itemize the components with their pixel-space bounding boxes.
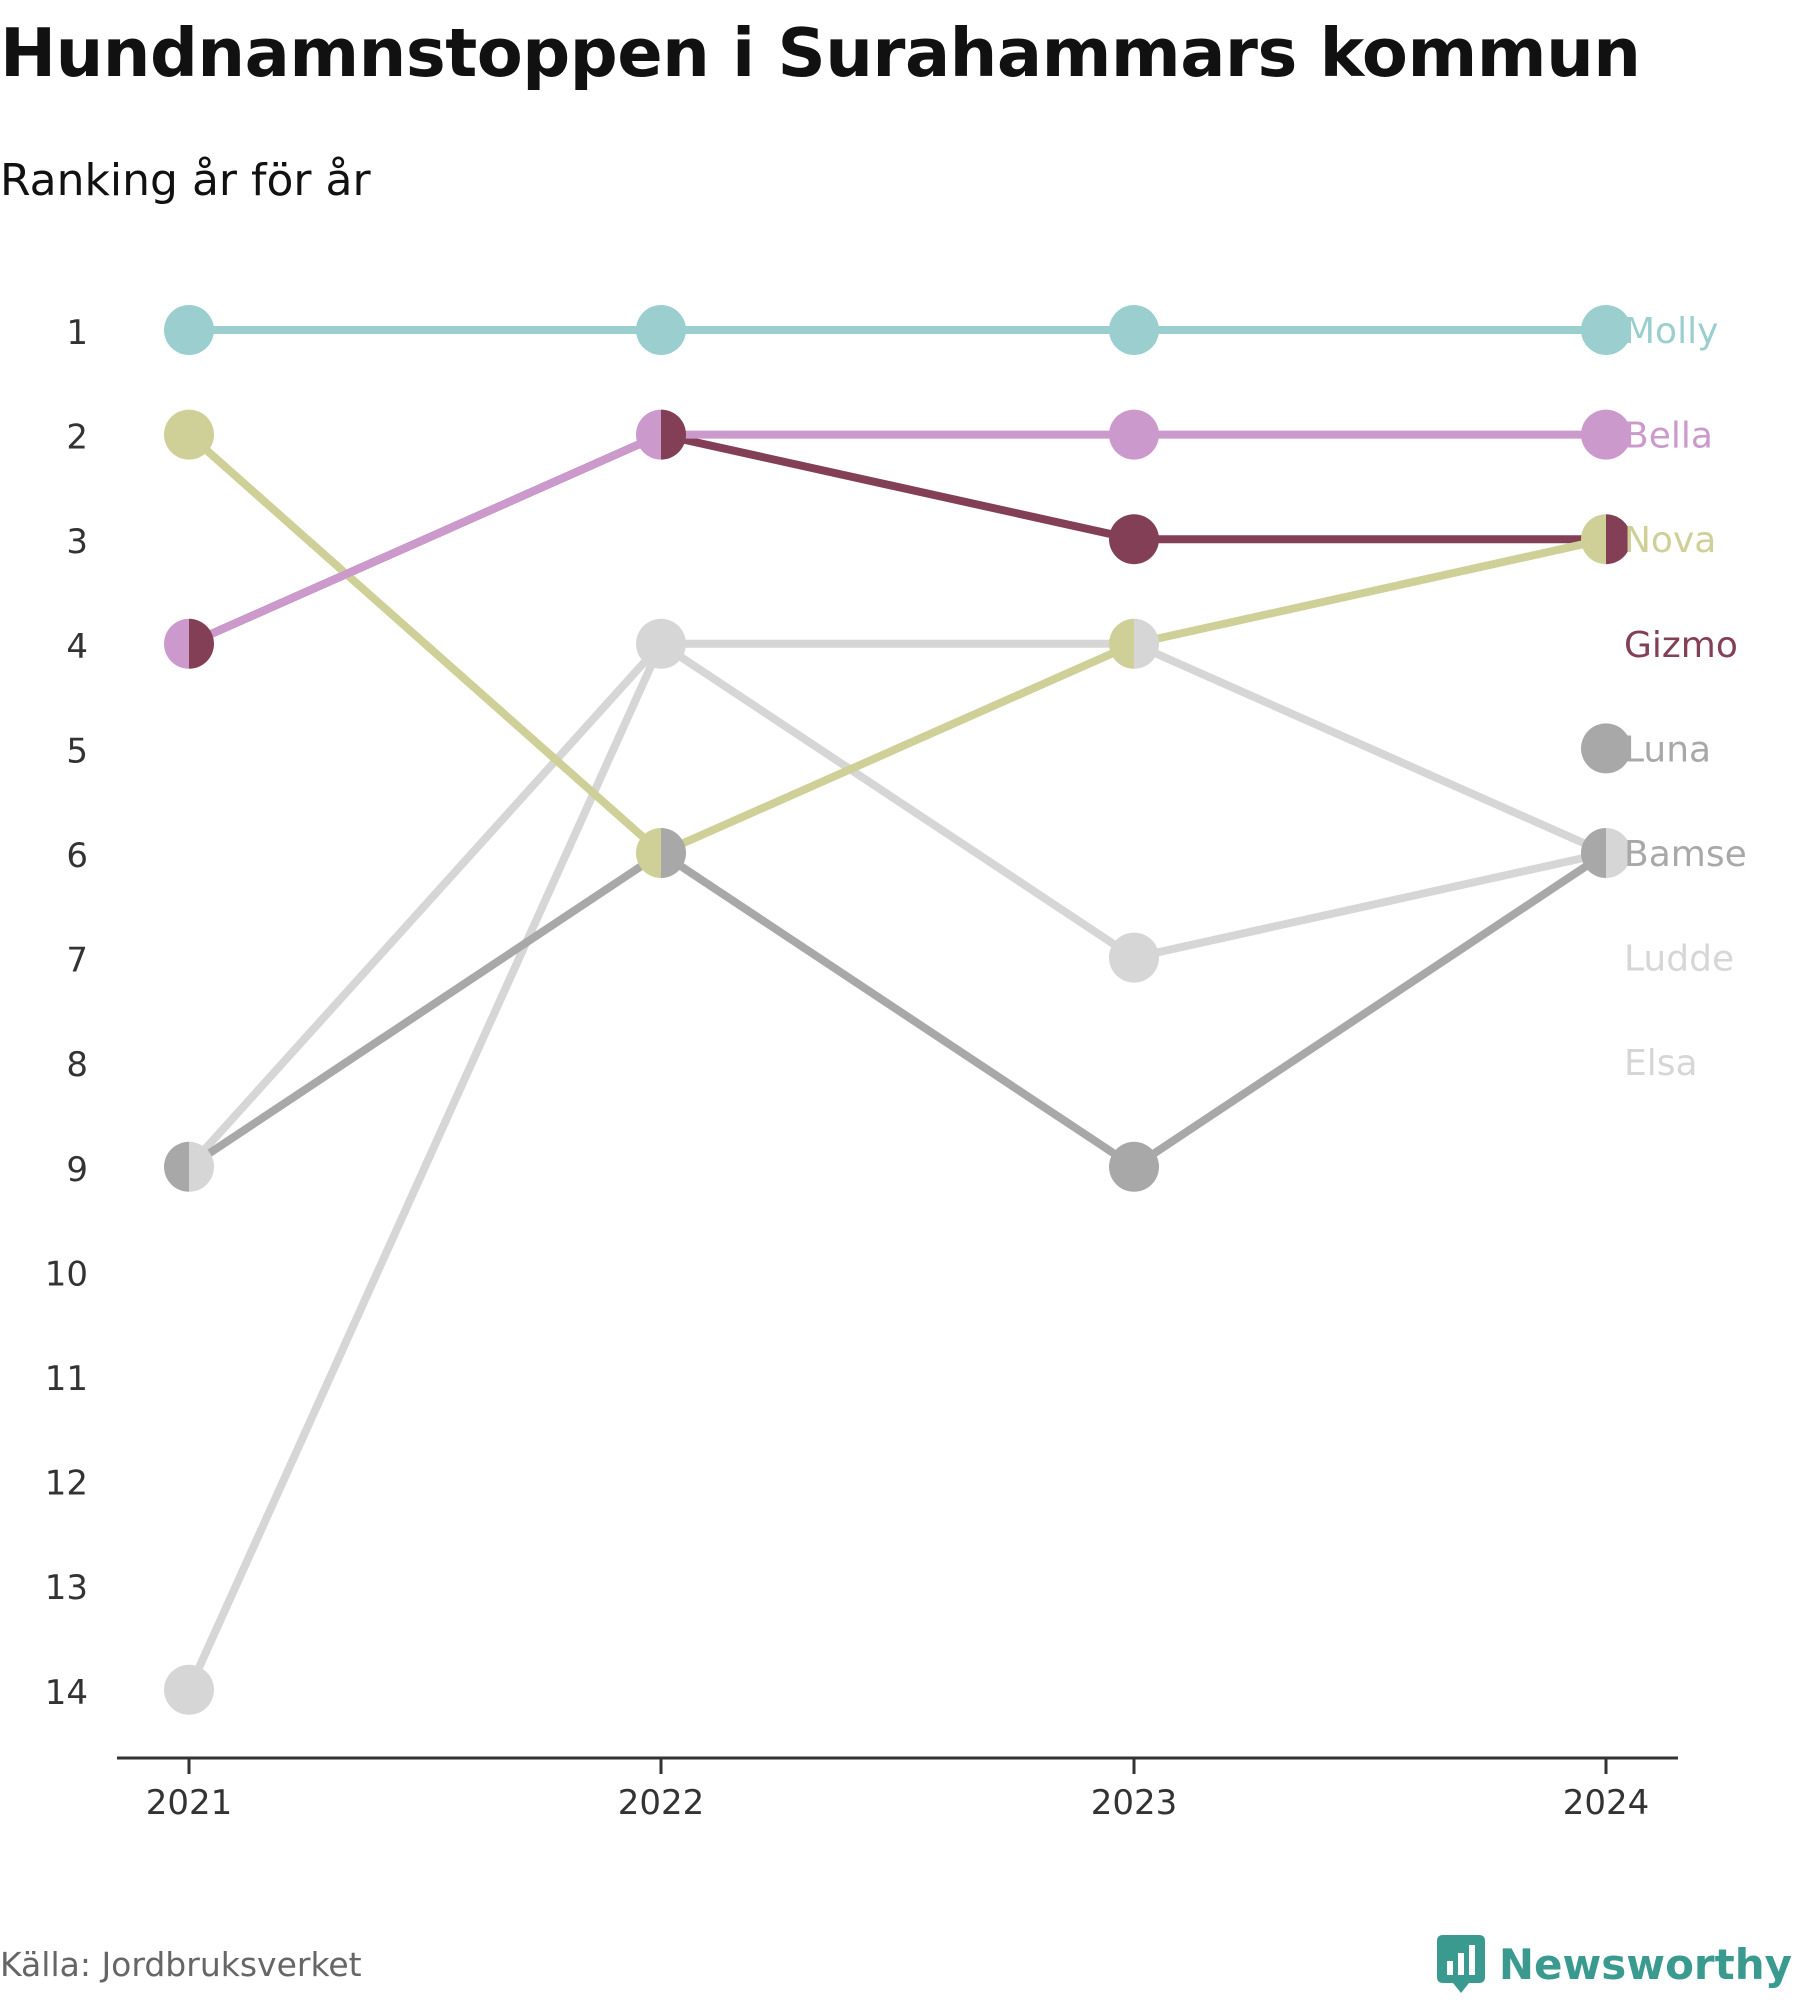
point-shared-right [189,1141,214,1192]
point-molly [164,305,214,355]
series-label-ludde: Ludde [1624,939,1734,980]
point-bamse [1109,1141,1159,1192]
series-label-luna: Luna [1624,729,1711,770]
y-tick-label: 12 [45,1464,88,1504]
point-shared-left [635,409,661,460]
point-shared-left [636,828,661,878]
point-luna [1581,723,1631,774]
series-line-bella [187,430,1606,648]
y-tick-label: 13 [45,1568,88,1608]
point-nova [164,409,214,460]
x-axis-ticks: 2021 2022 2023 2024 [146,1758,1650,1823]
y-tick-label: 6 [66,836,88,876]
point-elsa [1109,932,1159,983]
x-tick-label: 2023 [1091,1783,1178,1823]
series-points [164,305,1631,1715]
y-tick-label: 3 [66,522,88,562]
series-label-elsa: Elsa [1624,1043,1698,1084]
brand-name: Newsworthy [1498,1939,1792,1989]
point-molly [636,305,686,355]
series-label-gizmo: Gizmo [1624,625,1738,666]
point-bella [1581,409,1631,460]
point-molly [1109,305,1159,355]
y-tick-label: 5 [66,731,88,771]
point-molly [1581,305,1631,355]
series-lines [185,326,1609,1692]
point-shared-left [1581,828,1606,878]
series-line-ludde [186,639,1608,1170]
y-tick-label: 10 [45,1254,88,1294]
x-tick-label: 2024 [1563,1783,1650,1823]
point-elsa [636,618,686,669]
series-line-bamse [186,849,1609,1171]
y-tick-label: 1 [66,313,88,353]
y-tick-label: 4 [66,627,88,667]
point-shared-left [1109,618,1134,669]
chart-subtitle: Ranking år för år [0,155,371,206]
point-shared-left [164,1141,189,1192]
y-tick-label: 2 [66,418,88,458]
series-line-elsa [185,639,1607,1692]
source-note: Källa: Jordbruksverket [0,1945,362,1984]
series-label-bamse: Bamse [1624,834,1747,875]
point-shared-right [661,409,686,460]
chart-title: Hundnamnstoppen i Surahammars kommun [0,14,1641,92]
point-shared-right [1606,828,1631,878]
y-tick-label: 11 [45,1359,88,1399]
y-tick-label: 14 [45,1673,88,1713]
series-label-molly: Molly [1624,311,1718,352]
point-shared-left [1581,514,1606,565]
y-tick-label: 9 [66,1150,88,1190]
point-bella [1109,409,1159,460]
series-label-bella: Bella [1624,416,1713,457]
series-line-nova [186,431,1607,857]
x-tick-label: 2021 [146,1783,233,1823]
point-shared-left [164,618,189,669]
point-shared-right [1134,618,1159,669]
newsworthy-logo-icon [1436,1935,1485,1993]
series-label-nova: Nova [1624,520,1716,561]
point-elsa [164,1664,214,1715]
brand-logo[interactable]: Newsworthy [1436,1935,1792,1993]
point-gizmo [1109,514,1159,565]
series-labels: Molly Bella Nova Gizmo Luna Bamse Ludde Elsa [1624,311,1747,1084]
y-tick-label: 7 [66,941,88,981]
y-tick-label: 8 [66,1045,88,1085]
point-shared-right [189,618,214,669]
point-shared-right [1606,514,1631,565]
point-shared-right [661,828,686,878]
x-tick-label: 2022 [618,1783,705,1823]
series-line-gizmo [187,430,1606,648]
